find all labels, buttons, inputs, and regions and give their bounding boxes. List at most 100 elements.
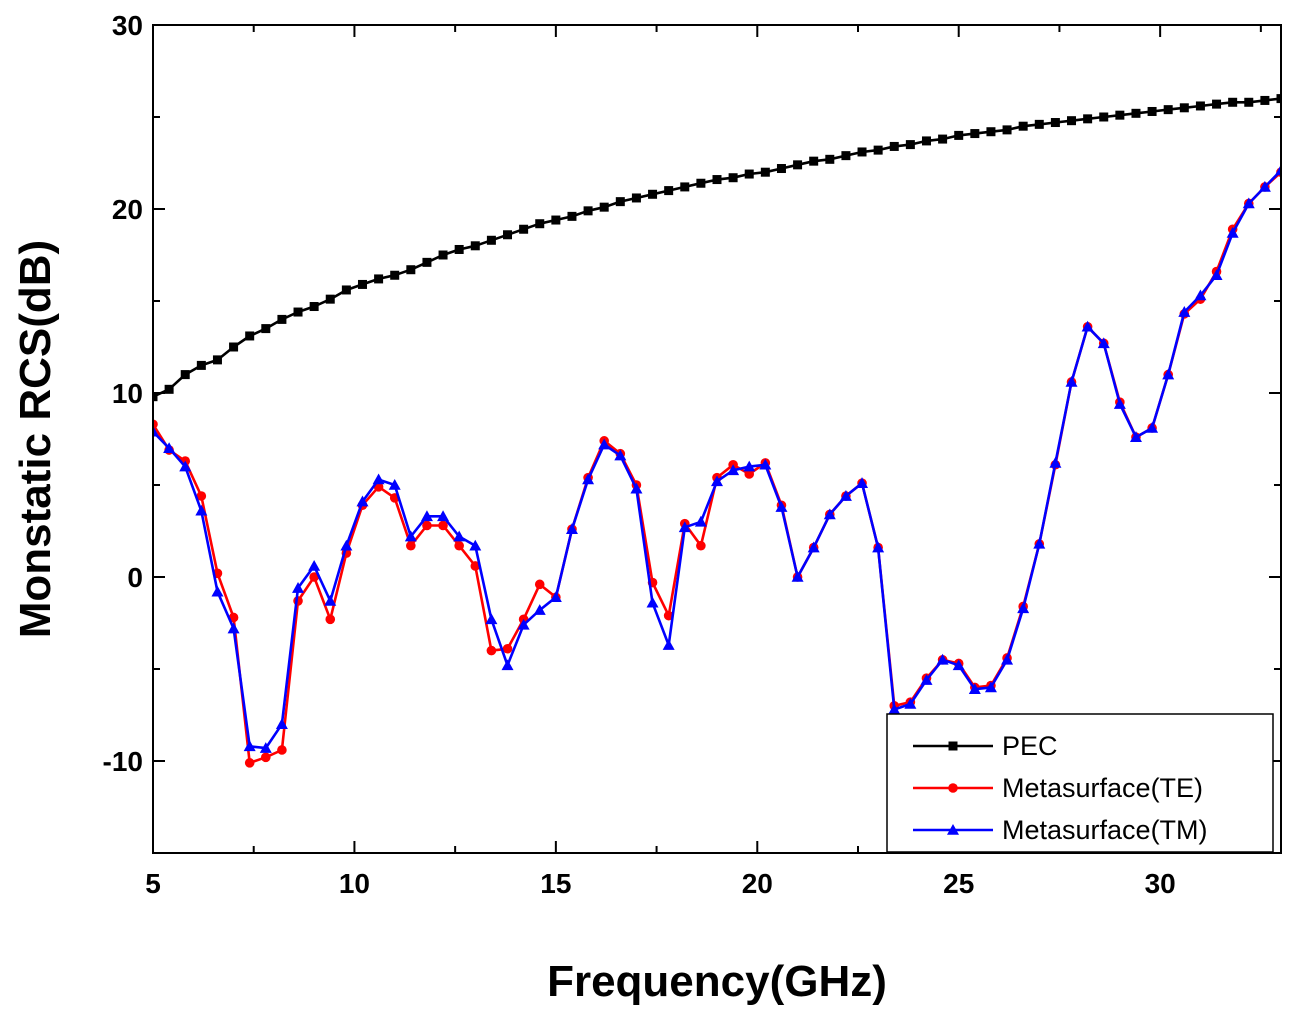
series-layer: [153, 94, 1281, 768]
data-point: [743, 460, 756, 472]
series-0: [153, 94, 1281, 402]
data-point: [1258, 180, 1271, 192]
data-point: [227, 622, 240, 634]
data-point: [760, 167, 770, 177]
data-point: [179, 460, 192, 472]
x-tick-label: 25: [943, 868, 974, 899]
data-point: [791, 571, 804, 582]
data-point: [1228, 97, 1238, 107]
data-point: [1244, 97, 1254, 107]
data-point: [261, 752, 271, 763]
data-point: [1049, 456, 1062, 468]
data-point: [533, 604, 546, 615]
data-point: [519, 224, 529, 234]
data-point: [728, 173, 738, 183]
y-tick-label: 30: [112, 10, 143, 41]
data-point: [1131, 108, 1141, 118]
data-point: [534, 579, 545, 590]
data-point: [244, 758, 255, 768]
data-point: [952, 659, 965, 671]
data-point: [825, 154, 835, 164]
data-point: [324, 594, 337, 606]
data-point: [1099, 112, 1109, 122]
data-point: [422, 520, 432, 531]
data-point: [1226, 226, 1239, 238]
data-point: [486, 235, 496, 245]
data-point: [696, 178, 706, 188]
data-point: [211, 585, 224, 597]
data-point: [1017, 602, 1030, 614]
data-point: [1083, 114, 1093, 124]
data-point: [153, 425, 159, 437]
data-point: [1212, 99, 1222, 109]
data-point: [453, 530, 466, 542]
data-point: [422, 257, 432, 267]
legend-label: Metasurface(TM): [1002, 815, 1208, 845]
legend: PEC Metasurface(TE) Metasurface(TM): [886, 713, 1274, 853]
data-point: [243, 740, 256, 752]
data-point: [437, 510, 450, 522]
data-point: [970, 129, 980, 139]
data-point: [485, 613, 498, 625]
data-point: [1034, 119, 1044, 129]
legend-item: Metasurface(TE): [913, 773, 1203, 803]
data-point: [694, 515, 707, 527]
data-point: [664, 186, 674, 196]
legend-marker: [948, 741, 958, 751]
legend-label: PEC: [1002, 731, 1058, 761]
data-point: [646, 596, 659, 608]
data-point: [406, 265, 416, 275]
data-point: [648, 189, 658, 199]
x-tick-label: 30: [1145, 868, 1176, 899]
data-point: [680, 182, 690, 192]
data-point: [245, 331, 255, 341]
data-point: [1195, 101, 1205, 111]
data-point: [873, 145, 883, 155]
data-point: [1210, 269, 1223, 281]
data-point: [1065, 375, 1078, 387]
x-tick-label: 15: [540, 868, 571, 899]
data-point: [308, 559, 321, 571]
legend-item: PEC: [913, 731, 1058, 761]
data-point: [565, 523, 578, 534]
data-point: [438, 250, 448, 260]
data-point: [663, 610, 674, 621]
data-point: [598, 438, 611, 450]
data-point: [1276, 94, 1281, 104]
data-point: [196, 360, 206, 370]
data-point: [1162, 368, 1175, 380]
data-point: [1113, 398, 1126, 409]
data-point: [968, 683, 981, 695]
data-point: [196, 491, 207, 501]
y-tick-label: 10: [112, 378, 143, 409]
data-point: [856, 477, 869, 488]
data-point: [921, 136, 931, 146]
data-point: [1194, 289, 1207, 301]
data-point: [954, 130, 964, 140]
data-point: [292, 582, 305, 593]
series-1: [153, 167, 1281, 768]
data-point: [293, 307, 303, 317]
data-point: [889, 141, 899, 151]
data-point: [374, 274, 384, 284]
data-point: [1033, 537, 1046, 549]
data-point: [404, 530, 417, 542]
legend-marker: [947, 824, 959, 835]
data-point: [793, 160, 803, 170]
data-point: [454, 244, 464, 254]
data-point: [163, 442, 176, 453]
data-point: [905, 140, 915, 150]
data-point: [259, 742, 272, 753]
x-tick-label: 10: [339, 868, 370, 899]
data-point: [325, 614, 336, 625]
x-tick-label: 20: [742, 868, 773, 899]
data-point: [535, 219, 545, 229]
data-point: [775, 501, 788, 512]
data-point: [920, 674, 933, 685]
data-point: [904, 697, 917, 709]
data-point: [164, 384, 174, 394]
data-point: [1147, 106, 1157, 116]
data-point: [470, 561, 481, 571]
data-point: [390, 270, 400, 280]
